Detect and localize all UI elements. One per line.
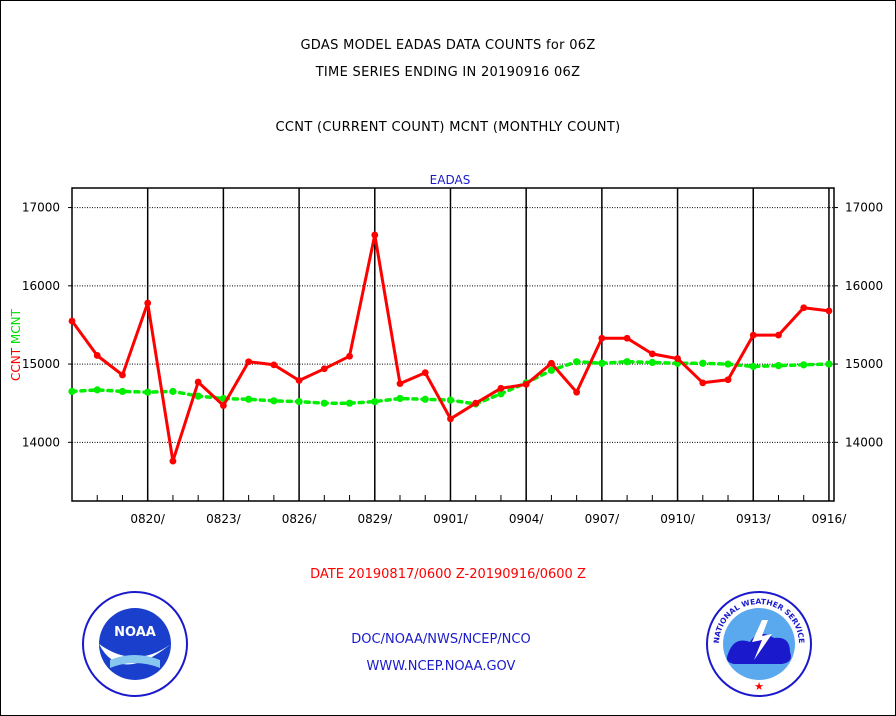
data-point-mcnt bbox=[724, 360, 732, 368]
footer-agency: DOC/NOAA/NWS/NCEP/NCO bbox=[351, 632, 531, 647]
x-tick-label: 0913/ bbox=[736, 512, 772, 526]
data-point-ccnt bbox=[421, 369, 429, 377]
noaa-logo: NOAA bbox=[82, 591, 188, 697]
data-point-ccnt bbox=[674, 355, 681, 362]
data-point-ccnt bbox=[648, 350, 656, 358]
lightning-icon bbox=[752, 620, 772, 660]
data-point-mcnt bbox=[144, 388, 152, 396]
plot-area bbox=[71, 187, 835, 502]
data-point-ccnt bbox=[194, 378, 202, 386]
x-tick-label: 0826/ bbox=[282, 512, 318, 526]
grid-layer bbox=[68, 187, 838, 502]
y-tick-label-left: 14000 bbox=[22, 435, 60, 449]
chart-subtitle: CCNT (CURRENT COUNT) MCNT (MONTHLY COUNT… bbox=[275, 120, 621, 135]
data-point-mcnt bbox=[825, 360, 833, 368]
x-tick-label: 0904/ bbox=[509, 512, 545, 526]
data-point-mcnt bbox=[371, 398, 379, 406]
data-point-mcnt bbox=[749, 362, 757, 371]
nws-logo: ★ NATIONAL WEATHER SERVICE bbox=[706, 591, 812, 697]
data-point-mcnt bbox=[245, 395, 253, 403]
data-point-ccnt bbox=[548, 359, 555, 367]
y-tick-label-right: 17000 bbox=[845, 201, 883, 215]
data-point-ccnt bbox=[623, 334, 631, 342]
data-point-mcnt bbox=[623, 358, 631, 366]
y-tick-label-right: 15000 bbox=[845, 357, 883, 371]
title-line-2: TIME SERIES ENDING IN 20190916 06Z bbox=[315, 65, 581, 80]
data-point-mcnt bbox=[547, 366, 556, 374]
data-point-mcnt bbox=[270, 397, 278, 405]
data-point-mcnt bbox=[194, 392, 202, 400]
data-point-mcnt bbox=[598, 359, 606, 367]
data-point-ccnt bbox=[447, 415, 454, 423]
data-point-ccnt bbox=[497, 384, 505, 392]
data-point-mcnt bbox=[295, 398, 303, 406]
data-point-mcnt bbox=[774, 362, 783, 370]
data-point-ccnt bbox=[93, 352, 101, 359]
data-point-mcnt bbox=[699, 359, 707, 367]
data-point-ccnt bbox=[169, 457, 177, 465]
data-point-ccnt bbox=[346, 352, 353, 360]
data-point-ccnt bbox=[245, 358, 253, 366]
data-point-mcnt bbox=[497, 390, 505, 398]
x-tick-label: 0901/ bbox=[433, 512, 469, 526]
x-tick-label: 0916/ bbox=[812, 512, 848, 526]
y-axis-label: CCNT MCNT bbox=[9, 308, 23, 381]
data-point-ccnt bbox=[573, 388, 581, 396]
data-point-mcnt bbox=[68, 387, 76, 396]
data-point-mcnt bbox=[573, 358, 581, 366]
data-point-mcnt bbox=[345, 399, 354, 407]
data-point-ccnt bbox=[68, 317, 76, 325]
data-point-ccnt bbox=[724, 376, 732, 384]
data-point-ccnt bbox=[119, 371, 126, 379]
y-axis-label-mcnt: MCNT bbox=[9, 308, 23, 348]
date-range-label: DATE 20190817/0600 Z-20190916/0600 Z bbox=[310, 567, 586, 582]
y-axis-label-ccnt: CCNT bbox=[9, 347, 23, 381]
data-point-mcnt bbox=[648, 358, 656, 367]
data-point-mcnt bbox=[169, 387, 177, 396]
data-point-mcnt bbox=[396, 394, 404, 403]
data-point-mcnt bbox=[118, 387, 127, 396]
data-point-ccnt bbox=[371, 231, 379, 239]
x-tick-label: 0820/ bbox=[130, 512, 166, 526]
noaa-logo-text: NOAA bbox=[114, 625, 156, 640]
x-tick-label: 0829/ bbox=[357, 512, 393, 526]
y-tick-label-right: 16000 bbox=[845, 279, 883, 293]
x-tick-label: 0910/ bbox=[660, 512, 696, 526]
data-point-ccnt bbox=[749, 331, 757, 339]
data-point-ccnt bbox=[320, 365, 328, 373]
data-point-ccnt bbox=[699, 379, 707, 387]
data-point-mcnt bbox=[446, 396, 455, 404]
data-point-ccnt bbox=[775, 331, 782, 339]
footer-url[interactable]: WWW.NCEP.NOAA.GOV bbox=[366, 659, 516, 674]
data-point-ccnt bbox=[396, 380, 404, 388]
data-point-ccnt bbox=[598, 334, 606, 342]
y-tick-label-left: 16000 bbox=[22, 279, 60, 293]
y-tick-label-right: 14000 bbox=[845, 435, 883, 449]
data-point-ccnt bbox=[219, 402, 227, 409]
data-point-ccnt bbox=[800, 304, 808, 312]
data-point-mcnt bbox=[320, 399, 328, 407]
star-icon: ★ bbox=[754, 680, 764, 693]
x-tick-label: 0907/ bbox=[585, 512, 621, 526]
y-tick-label-left: 17000 bbox=[22, 201, 60, 215]
chart-title: EADAS bbox=[430, 173, 471, 187]
data-point-mcnt bbox=[93, 386, 101, 394]
y-tick-label-left: 15000 bbox=[22, 357, 60, 371]
data-point-ccnt bbox=[144, 299, 152, 307]
x-tick-label: 0823/ bbox=[206, 512, 242, 526]
data-point-ccnt bbox=[522, 381, 530, 388]
data-point-mcnt bbox=[800, 361, 808, 369]
data-point-ccnt bbox=[825, 307, 833, 315]
series-layer bbox=[68, 231, 833, 465]
data-point-ccnt bbox=[295, 377, 303, 384]
text-layer: EADAS DATE 20190817/0600 Z-20190916/0600… bbox=[9, 173, 883, 582]
data-point-mcnt bbox=[421, 395, 429, 403]
data-point-ccnt bbox=[270, 361, 278, 369]
data-point-ccnt bbox=[472, 399, 480, 407]
title-line-1: GDAS MODEL EADAS DATA COUNTS for 06Z bbox=[300, 38, 596, 53]
